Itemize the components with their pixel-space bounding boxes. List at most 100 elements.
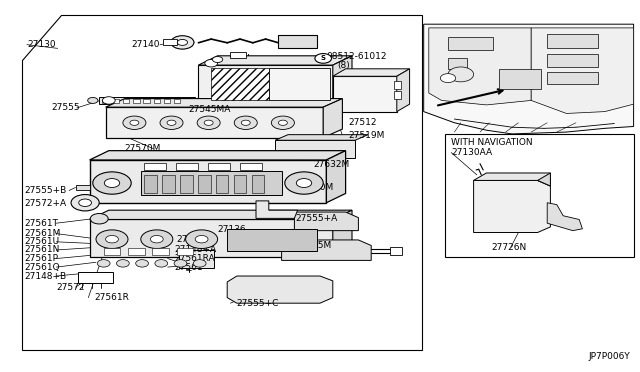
Circle shape	[193, 260, 206, 267]
Text: 27561M: 27561M	[24, 229, 61, 238]
Bar	[240, 163, 262, 170]
Circle shape	[448, 67, 474, 82]
Bar	[104, 248, 120, 255]
Circle shape	[271, 116, 294, 129]
Circle shape	[155, 260, 168, 267]
Bar	[102, 99, 109, 103]
Bar	[269, 68, 330, 100]
Bar	[154, 99, 160, 103]
Circle shape	[71, 195, 99, 211]
Circle shape	[106, 235, 118, 243]
Polygon shape	[294, 212, 358, 231]
Circle shape	[186, 230, 218, 248]
Bar	[179, 250, 214, 268]
Bar	[162, 175, 175, 193]
Text: 27555+C: 27555+C	[237, 299, 279, 308]
Circle shape	[296, 179, 312, 187]
Text: 27555: 27555	[51, 103, 80, 112]
Polygon shape	[90, 151, 346, 160]
Circle shape	[195, 235, 208, 243]
Bar	[113, 99, 119, 103]
Polygon shape	[333, 210, 352, 257]
Polygon shape	[256, 201, 298, 218]
Text: 27580: 27580	[221, 94, 250, 103]
Text: 27561P: 27561P	[24, 254, 58, 263]
Text: WITH NAVIGATION: WITH NAVIGATION	[451, 138, 533, 147]
Polygon shape	[282, 240, 371, 260]
Bar	[547, 72, 598, 84]
Circle shape	[160, 116, 183, 129]
Circle shape	[102, 97, 115, 104]
Circle shape	[171, 36, 194, 49]
Bar	[208, 163, 230, 170]
Circle shape	[136, 260, 148, 267]
Bar	[278, 35, 317, 48]
Polygon shape	[90, 210, 352, 219]
Circle shape	[141, 230, 173, 248]
Circle shape	[197, 116, 220, 129]
Bar	[211, 68, 269, 100]
Text: 27561: 27561	[174, 263, 203, 272]
Text: (8): (8)	[337, 61, 350, 70]
Text: 27148+A: 27148+A	[174, 246, 216, 254]
Polygon shape	[333, 69, 410, 76]
Bar	[252, 175, 264, 193]
Circle shape	[315, 54, 332, 63]
Text: 27570M: 27570M	[125, 144, 161, 153]
Bar	[394, 81, 401, 89]
Text: 27519M: 27519M	[349, 131, 385, 140]
Polygon shape	[424, 24, 634, 134]
Bar	[164, 99, 170, 103]
Bar	[177, 248, 193, 255]
Bar	[141, 171, 282, 195]
Circle shape	[177, 39, 188, 45]
Bar	[275, 140, 355, 158]
Text: 27512: 27512	[349, 118, 378, 127]
Polygon shape	[547, 203, 582, 231]
Text: 27561RA: 27561RA	[174, 254, 214, 263]
Bar	[198, 175, 211, 193]
Text: 27130AA: 27130AA	[451, 148, 492, 157]
Polygon shape	[474, 173, 550, 186]
Text: 27545MA: 27545MA	[189, 105, 231, 114]
Bar	[234, 175, 246, 193]
Bar	[216, 175, 228, 193]
Polygon shape	[326, 151, 346, 203]
Bar	[176, 163, 198, 170]
Text: 27572+A: 27572+A	[24, 199, 67, 208]
Bar	[390, 247, 402, 255]
Text: 27555+B: 27555+B	[24, 186, 67, 195]
Polygon shape	[227, 276, 333, 303]
Text: 27148: 27148	[176, 235, 205, 244]
Text: 27632M: 27632M	[314, 160, 350, 169]
Text: 27561R: 27561R	[95, 293, 129, 302]
Bar	[547, 34, 598, 48]
Text: JP7P006Y: JP7P006Y	[589, 352, 630, 361]
Bar	[144, 175, 157, 193]
Text: 27136: 27136	[218, 225, 246, 234]
Bar	[90, 219, 333, 257]
Circle shape	[174, 260, 187, 267]
Circle shape	[278, 120, 287, 125]
Bar	[547, 54, 598, 67]
Bar	[163, 39, 177, 45]
Circle shape	[212, 57, 223, 62]
Polygon shape	[198, 56, 352, 65]
Circle shape	[130, 120, 139, 125]
Bar	[76, 185, 90, 190]
Text: S: S	[321, 55, 326, 61]
Text: 27148+B: 27148+B	[24, 272, 67, 280]
Bar	[227, 229, 317, 251]
Bar	[230, 52, 246, 58]
Circle shape	[204, 120, 213, 125]
Bar	[128, 248, 145, 255]
Bar	[143, 99, 150, 103]
Text: 27572: 27572	[56, 283, 85, 292]
Circle shape	[241, 120, 250, 125]
Polygon shape	[531, 28, 634, 113]
Circle shape	[205, 60, 218, 67]
Polygon shape	[323, 99, 342, 138]
Circle shape	[96, 230, 128, 248]
Bar	[448, 37, 493, 50]
Bar	[445, 134, 634, 257]
